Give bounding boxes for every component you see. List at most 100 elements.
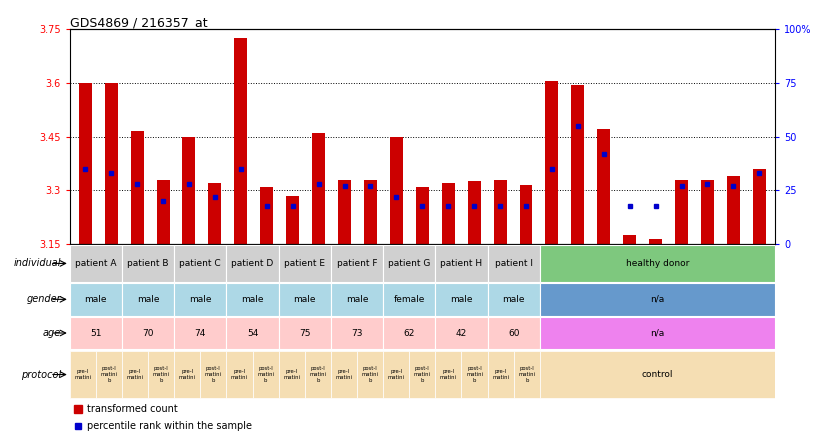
Bar (234, 38, 247, 244)
Text: 42: 42 (455, 329, 467, 337)
Bar (487, 283, 539, 316)
Bar (148, 351, 174, 398)
Text: post-I
matini
b: post-I matini b (518, 366, 535, 383)
Text: 62: 62 (403, 329, 414, 337)
Bar (122, 283, 174, 316)
Bar (441, 183, 455, 244)
Bar (174, 351, 200, 398)
Bar (513, 351, 539, 398)
Text: female: female (393, 295, 424, 304)
Bar (435, 351, 461, 398)
Bar (435, 283, 487, 316)
Text: male: male (450, 295, 472, 304)
Bar (174, 317, 226, 349)
Bar (487, 317, 539, 349)
Text: healthy donor: healthy donor (625, 259, 688, 268)
Text: patient F: patient F (337, 259, 377, 268)
Text: pre-I
matini: pre-I matini (439, 369, 456, 380)
Text: patient E: patient E (284, 259, 325, 268)
Bar (226, 351, 252, 398)
Text: age: age (43, 328, 61, 338)
Bar (726, 176, 739, 244)
Bar (122, 317, 174, 349)
Text: gender: gender (26, 294, 61, 304)
Bar (200, 351, 226, 398)
Bar (539, 245, 774, 282)
Bar (70, 283, 122, 316)
Text: post-I
matini
b: post-I matini b (100, 366, 117, 383)
Text: patient I: patient I (494, 259, 532, 268)
Text: male: male (293, 295, 315, 304)
Text: patient C: patient C (179, 259, 221, 268)
Bar (79, 83, 92, 244)
Bar (415, 187, 428, 244)
Text: 60: 60 (507, 329, 518, 337)
Bar (519, 185, 532, 244)
Text: patient H: patient H (440, 259, 482, 268)
Text: n/a: n/a (649, 295, 663, 304)
Bar (96, 351, 122, 398)
Bar (461, 351, 487, 398)
Bar (331, 351, 356, 398)
Bar (674, 180, 687, 244)
Bar (539, 317, 774, 349)
Bar (752, 169, 765, 244)
Text: 73: 73 (351, 329, 362, 337)
Text: patient A: patient A (75, 259, 116, 268)
Bar (539, 283, 774, 316)
Bar (487, 351, 513, 398)
Bar (174, 283, 226, 316)
Bar (389, 137, 402, 244)
Text: pre-I
matini: pre-I matini (126, 369, 143, 380)
Bar (493, 180, 506, 244)
Text: pre-I
matini: pre-I matini (75, 369, 91, 380)
Bar (487, 245, 539, 282)
Text: male: male (346, 295, 368, 304)
Bar (226, 245, 278, 282)
Bar (286, 196, 299, 244)
Bar (545, 81, 558, 244)
Bar (382, 317, 435, 349)
Bar (356, 351, 382, 398)
Text: control: control (640, 370, 672, 379)
Text: patient D: patient D (231, 259, 274, 268)
Bar (331, 245, 382, 282)
Bar (278, 245, 331, 282)
Bar (260, 187, 273, 244)
Bar (226, 317, 278, 349)
Bar (70, 245, 122, 282)
Bar (156, 180, 170, 244)
Bar (312, 133, 324, 244)
Bar (331, 283, 382, 316)
Text: male: male (84, 295, 107, 304)
Text: male: male (502, 295, 524, 304)
Text: pre-I
matini: pre-I matini (491, 369, 509, 380)
Text: percentile rank within the sample: percentile rank within the sample (87, 421, 252, 431)
Bar (105, 83, 117, 244)
Bar (130, 131, 143, 244)
Text: protocol: protocol (21, 369, 61, 380)
Bar (183, 137, 195, 244)
Bar (278, 283, 331, 316)
Text: transformed count: transformed count (87, 404, 178, 414)
Text: 51: 51 (90, 329, 102, 337)
Text: post-I
matini
b: post-I matini b (361, 366, 378, 383)
Bar (305, 351, 331, 398)
Bar (382, 283, 435, 316)
Text: post-I
matini
b: post-I matini b (465, 366, 482, 383)
Bar (700, 180, 713, 244)
Bar (467, 182, 480, 244)
Text: post-I
matini
b: post-I matini b (257, 366, 274, 383)
Text: individual: individual (14, 258, 61, 269)
Text: male: male (241, 295, 264, 304)
Text: 70: 70 (143, 329, 154, 337)
Bar (122, 351, 148, 398)
Text: n/a: n/a (649, 329, 663, 337)
Text: 75: 75 (299, 329, 310, 337)
Text: pre-I
matini: pre-I matini (387, 369, 405, 380)
Text: 74: 74 (194, 329, 206, 337)
Text: post-I
matini
b: post-I matini b (205, 366, 222, 383)
Bar (622, 235, 636, 244)
Text: male: male (189, 295, 211, 304)
Bar (435, 317, 487, 349)
